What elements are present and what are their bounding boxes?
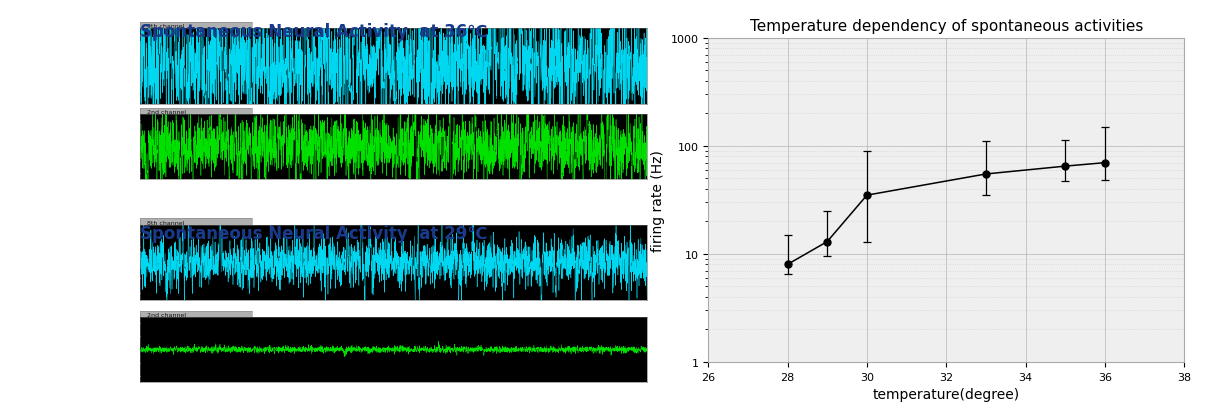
- Text: 8th channel: 8th channel: [147, 220, 184, 225]
- Text: 0th channel: 0th channel: [147, 24, 184, 29]
- Text: Spontaneous Neural Activity  at 29℃: Spontaneous Neural Activity at 29℃: [140, 225, 488, 243]
- X-axis label: temperature(degree): temperature(degree): [873, 387, 1020, 401]
- Text: 2nd channel: 2nd channel: [147, 312, 186, 317]
- Title: Temperature dependency of spontaneous activities: Temperature dependency of spontaneous ac…: [750, 18, 1143, 34]
- Y-axis label: firing rate (Hz): firing rate (Hz): [651, 150, 665, 251]
- Text: Spontaneous Neural Activity  at 36℃: Spontaneous Neural Activity at 36℃: [140, 22, 488, 40]
- Text: 2nd channel: 2nd channel: [147, 110, 186, 115]
